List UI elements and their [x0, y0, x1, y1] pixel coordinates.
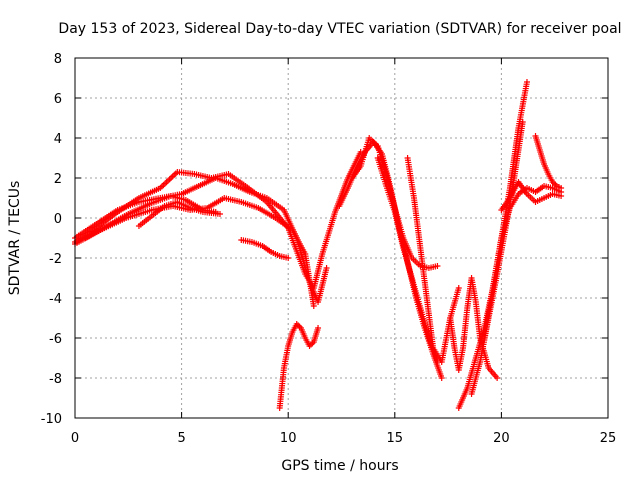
data-point [315, 325, 322, 331]
series-arc-3 [72, 195, 317, 309]
data-point [455, 285, 462, 291]
y-tick-label: 8 [54, 52, 62, 67]
series-arc-16 [498, 179, 565, 213]
y-tick-label: -4 [49, 292, 62, 307]
data-point [216, 211, 223, 217]
x-axis-label: GPS time / hours [281, 458, 398, 474]
data-point [310, 303, 317, 309]
data-point [438, 375, 445, 381]
data-point [434, 263, 441, 269]
y-tick-label: 0 [54, 212, 62, 227]
series-arc-15 [481, 183, 565, 341]
y-tick-label: -8 [49, 372, 62, 387]
x-tick-label: 25 [600, 431, 617, 446]
series-arc-10 [374, 155, 441, 365]
series-arc-5 [135, 199, 223, 229]
series-arc-7 [276, 321, 322, 411]
y-tick-label: 4 [54, 132, 62, 147]
y-tick-label: 2 [54, 172, 62, 187]
y-tick-label: -2 [49, 252, 62, 267]
axis-ticks: 0 5 10 15 20 25 -10 -8 -6 -4 -2 0 2 4 6 8 [41, 52, 617, 446]
chart-title: Day 153 of 2023, Sidereal Day-to-day VTE… [58, 21, 621, 37]
data-marks [72, 79, 565, 411]
series-arc-11 [404, 155, 462, 365]
data-point [558, 185, 565, 191]
plot-frame [74, 57, 609, 419]
data-point [323, 265, 330, 271]
series-arc-9 [349, 135, 441, 271]
x-tick-label: 20 [493, 431, 510, 446]
data-point [494, 375, 501, 381]
data-point [285, 255, 292, 261]
gridlines [75, 58, 608, 418]
series-arc-17 [532, 133, 565, 191]
data-point [519, 119, 526, 125]
data-point [558, 193, 565, 199]
x-tick-label: 15 [387, 431, 404, 446]
x-tick-label: 10 [280, 431, 297, 446]
data-point [523, 79, 530, 85]
series-arc-6 [238, 237, 292, 261]
y-axis-label: SDTVAR / TECUs [7, 181, 23, 296]
y-tick-label: -6 [49, 332, 62, 347]
x-tick-label: 0 [71, 431, 79, 446]
y-tick-label: 6 [54, 92, 62, 107]
x-tick-label: 5 [177, 431, 185, 446]
y-tick-label: -10 [41, 412, 62, 427]
